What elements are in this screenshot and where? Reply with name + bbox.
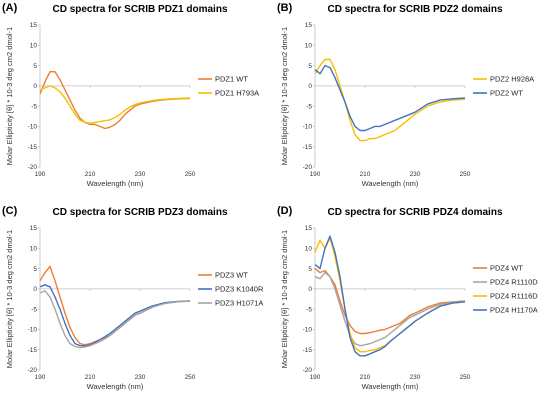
- y-tick-label: 0: [308, 286, 312, 293]
- series-line: [39, 85, 191, 124]
- x-tick-label: 250: [185, 374, 196, 381]
- series-line: [314, 268, 466, 335]
- y-tick-label: -5: [306, 306, 312, 313]
- series-line: [39, 70, 191, 130]
- y-tick-label: -10: [28, 124, 38, 131]
- y-tick-label: -10: [28, 327, 38, 334]
- x-tick-label: 210: [360, 171, 371, 178]
- y-tick-label: -15: [303, 347, 313, 354]
- y-tick-label: 5: [308, 266, 312, 273]
- x-tick-label: 250: [185, 171, 196, 178]
- legend-label: PDZ4 R1116D: [490, 292, 538, 301]
- x-tick-label: 210: [360, 374, 371, 381]
- x-axis-label: Wavelength (nm): [87, 382, 144, 391]
- y-tick-label: -15: [303, 144, 313, 151]
- legend-label: PDZ3 H1071A: [215, 299, 263, 308]
- chart-pdz4: CD spectra for SCRIB PDZ4 domains -20 -15 -…: [280, 207, 538, 391]
- x-tick-label: 190: [310, 374, 321, 381]
- y-tick-label: 0: [308, 83, 312, 90]
- y-tick-label: 10: [305, 42, 313, 49]
- x-axis-label: Wavelength (nm): [87, 179, 144, 188]
- y-tick-label: -5: [31, 306, 37, 313]
- legend-label: PDZ2 H928A: [490, 75, 534, 84]
- y-tick-label: 5: [33, 266, 37, 273]
- panel-d: (D) CD spectra for SCRIB PDZ4 domains -20…: [275, 203, 550, 405]
- y-axis-label: Molar Ellipticity [θ] * 10-3 deg cm2 dmo…: [280, 230, 289, 368]
- legend-label: PDZ4 R1110D: [490, 278, 538, 287]
- series-line: [314, 271, 466, 347]
- y-tick-label: -5: [31, 103, 37, 110]
- x-tick-label: 230: [135, 374, 146, 381]
- series-line: [39, 290, 191, 349]
- y-tick-label: 0: [33, 286, 37, 293]
- y-tick-label: 15: [305, 22, 313, 29]
- series-line: [39, 284, 191, 347]
- y-tick-label: 15: [30, 22, 38, 29]
- legend-label: PDZ4 H1170A: [490, 306, 538, 315]
- y-tick-label: -10: [303, 327, 313, 334]
- x-tick-label: 190: [35, 171, 46, 178]
- panel-label-b: (B): [277, 2, 293, 14]
- x-tick-label: 250: [460, 171, 471, 178]
- legend-label: PDZ3 K1040R: [215, 285, 264, 294]
- x-tick-label: 230: [410, 374, 421, 381]
- y-tick-label: 0: [33, 83, 37, 90]
- legend-label: PDZ3 WT: [215, 271, 248, 280]
- legend-label: PDZ2 WT: [490, 89, 523, 98]
- panel-label-c: (C): [2, 205, 18, 217]
- x-tick-label: 230: [410, 171, 421, 178]
- chart-pdz2: CD spectra for SCRIB PDZ2 domains -20 -15 -…: [280, 4, 534, 188]
- legend-label: PDZ1 WT: [215, 75, 248, 84]
- x-tick-label: 190: [35, 374, 46, 381]
- x-axis-label: Wavelength (nm): [362, 382, 419, 391]
- x-tick-label: 210: [85, 171, 96, 178]
- y-tick-label: 5: [33, 63, 37, 70]
- chart-pdz1: CD spectra for SCRIB PDZ1 domains -20 -15 -…: [5, 4, 259, 188]
- legend-label: PDZ1 H793A: [215, 89, 259, 98]
- x-tick-label: 190: [310, 171, 321, 178]
- y-tick-label: -20: [303, 367, 313, 374]
- y-axis-label: Molar Ellipticity [θ] * 10-3 deg cm2 dmo…: [5, 27, 14, 165]
- panel-b: (B) CD spectra for SCRIB PDZ2 domains -20…: [275, 0, 550, 202]
- x-axis-label: Wavelength (nm): [362, 179, 419, 188]
- y-tick-label: -10: [303, 124, 313, 131]
- x-tick-label: 250: [460, 374, 471, 381]
- chart-title: CD spectra for SCRIB PDZ4 domains: [327, 207, 502, 218]
- y-tick-label: -15: [28, 144, 38, 151]
- series-line: [314, 64, 466, 132]
- panel-a: (A) CD spectra for SCRIB PDZ1 domains -20…: [0, 0, 275, 202]
- y-tick-label: 15: [305, 225, 313, 232]
- legend-label: PDZ4 WT: [490, 264, 523, 273]
- y-axis-label: Molar Ellipticity [θ] * 10-3 deg cm2 dmo…: [280, 27, 289, 165]
- y-tick-label: 10: [30, 245, 38, 252]
- x-tick-label: 230: [135, 171, 146, 178]
- panel-label-d: (D): [277, 205, 293, 217]
- panel-c: (C) CD spectra for SCRIB PDZ3 domains -20…: [0, 203, 275, 405]
- y-tick-label: -15: [28, 347, 38, 354]
- y-tick-label: 10: [30, 42, 38, 49]
- y-tick-label: -20: [28, 164, 38, 171]
- y-tick-label: -20: [303, 164, 313, 171]
- series-line: [314, 235, 466, 357]
- series-line: [39, 265, 191, 346]
- y-tick-label: 5: [308, 63, 312, 70]
- y-tick-label: 10: [305, 245, 313, 252]
- chart-title: CD spectra for SCRIB PDZ1 domains: [52, 4, 227, 15]
- series-line: [314, 58, 466, 142]
- y-tick-label: -20: [28, 367, 38, 374]
- chart-title: CD spectra for SCRIB PDZ2 domains: [327, 4, 502, 15]
- chart-pdz3: CD spectra for SCRIB PDZ3 domains -20 -15 -…: [5, 207, 264, 391]
- chart-title: CD spectra for SCRIB PDZ3 domains: [52, 207, 227, 218]
- x-tick-label: 210: [85, 374, 96, 381]
- y-tick-label: -5: [306, 103, 312, 110]
- panel-label-a: (A): [2, 2, 18, 14]
- y-tick-label: 15: [30, 225, 38, 232]
- y-axis-label: Molar Ellipticity [θ] * 10-3 deg cm2 dmo…: [5, 230, 14, 368]
